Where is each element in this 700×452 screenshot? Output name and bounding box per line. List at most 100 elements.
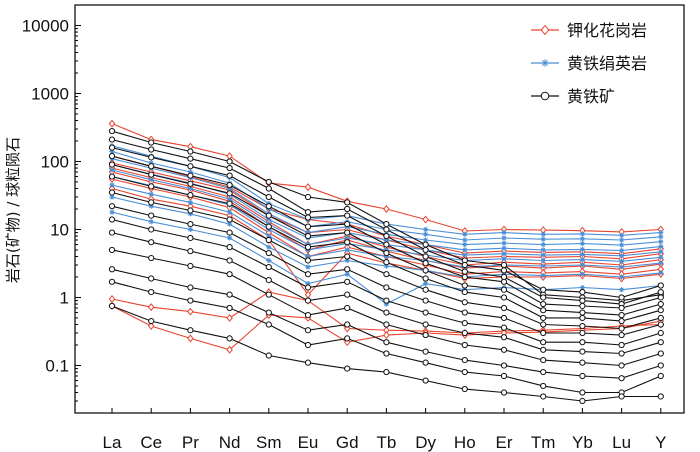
data-point-circle bbox=[108, 266, 116, 273]
data-point-asterisk bbox=[579, 271, 585, 277]
data-point-diamond bbox=[226, 152, 233, 161]
data-point-circle bbox=[265, 321, 272, 328]
data-point-circle bbox=[226, 158, 233, 165]
data-point-circle bbox=[461, 268, 468, 275]
data-point-circle bbox=[579, 389, 586, 396]
data-point-circle bbox=[657, 339, 664, 346]
data-point-circle bbox=[579, 302, 586, 310]
data-point-asterisk bbox=[541, 59, 549, 67]
data-point-circle bbox=[304, 257, 312, 264]
data-point-circle bbox=[540, 294, 547, 301]
data-point-circle bbox=[148, 146, 155, 153]
data-point-circle bbox=[148, 254, 155, 262]
data-point-circle bbox=[657, 362, 664, 369]
data-point-circle bbox=[108, 246, 116, 254]
data-point-circle bbox=[304, 284, 312, 291]
data-point-diamond bbox=[187, 307, 194, 316]
data-point-circle bbox=[500, 362, 508, 369]
data-point-circle bbox=[148, 275, 155, 282]
data-point-circle bbox=[540, 307, 547, 314]
data-point-circle bbox=[579, 339, 586, 346]
data-point-circle bbox=[422, 348, 429, 355]
data-point-asterisk bbox=[109, 167, 115, 173]
data-point-circle bbox=[500, 261, 508, 269]
data-point-circle bbox=[540, 314, 547, 322]
data-point-asterisk bbox=[579, 262, 585, 268]
data-point-circle bbox=[657, 350, 664, 357]
y-tick-label: 1 bbox=[60, 288, 69, 307]
series-circle bbox=[108, 127, 664, 405]
data-point-asterisk bbox=[501, 240, 507, 246]
data-point-circle bbox=[461, 329, 468, 337]
y-tick-label: 10 bbox=[50, 220, 69, 239]
data-point-circle bbox=[422, 241, 429, 248]
data-point-circle bbox=[344, 335, 351, 342]
data-point-asterisk bbox=[579, 240, 585, 247]
data-point-circle bbox=[226, 216, 233, 223]
data-point-asterisk bbox=[109, 209, 115, 215]
x-tick-label: Pr bbox=[182, 433, 199, 452]
x-tick-label: Ce bbox=[140, 433, 162, 452]
data-point-circle bbox=[540, 356, 547, 364]
data-point-asterisk bbox=[619, 237, 625, 243]
data-point-asterisk bbox=[579, 257, 585, 263]
data-point-circle bbox=[540, 339, 547, 346]
data-point-circle bbox=[344, 253, 351, 260]
data-point-circle bbox=[148, 183, 155, 190]
data-point-asterisk bbox=[540, 231, 546, 237]
data-point-circle bbox=[500, 278, 508, 285]
data-point-asterisk bbox=[658, 254, 664, 260]
data-point-circle bbox=[383, 249, 390, 257]
data-point-circle bbox=[657, 282, 664, 289]
data-point-circle bbox=[618, 304, 625, 312]
data-point-asterisk bbox=[148, 219, 154, 225]
data-point-circle bbox=[265, 263, 272, 271]
data-point-asterisk bbox=[462, 231, 468, 237]
x-tick-label: Sm bbox=[256, 433, 282, 452]
data-point-circle bbox=[344, 205, 351, 213]
data-point-circle bbox=[226, 172, 233, 179]
data-point-circle bbox=[187, 207, 194, 214]
data-point-circle bbox=[148, 212, 155, 219]
data-point-asterisk bbox=[423, 231, 429, 237]
data-point-circle bbox=[187, 327, 194, 334]
data-point-circle bbox=[422, 286, 429, 293]
data-point-circle bbox=[187, 284, 194, 291]
data-point-circle bbox=[383, 368, 390, 376]
data-point-circle bbox=[383, 309, 390, 316]
data-point-circle bbox=[265, 236, 272, 244]
data-point-circle bbox=[344, 199, 351, 206]
data-point-diamond bbox=[108, 119, 116, 128]
data-point-circle bbox=[579, 348, 586, 355]
data-point-circle bbox=[148, 317, 155, 325]
series-asterisk bbox=[109, 143, 664, 307]
data-point-circle bbox=[187, 180, 194, 187]
data-point-circle bbox=[304, 327, 312, 334]
data-point-asterisk bbox=[540, 252, 546, 258]
data-point-circle bbox=[618, 375, 625, 382]
data-point-circle bbox=[461, 309, 468, 316]
data-point-circle bbox=[500, 346, 508, 353]
data-point-asterisk bbox=[658, 243, 664, 250]
y-tick-label: 0.1 bbox=[45, 356, 69, 375]
x-tick-label: Tm bbox=[531, 433, 556, 452]
data-point-circle bbox=[108, 173, 116, 180]
data-point-circle bbox=[226, 271, 233, 278]
data-point-circle bbox=[618, 325, 625, 332]
data-point-circle bbox=[383, 220, 390, 228]
data-point-circle bbox=[187, 148, 194, 155]
data-point-circle bbox=[344, 365, 351, 372]
data-point-circle bbox=[226, 291, 233, 298]
data-point-circle bbox=[422, 275, 429, 282]
data-point-circle bbox=[226, 200, 233, 207]
data-point-circle bbox=[579, 314, 586, 322]
legend-label: 钾化花岗岩 bbox=[567, 21, 647, 40]
data-point-circle bbox=[344, 212, 351, 219]
data-point-circle bbox=[383, 284, 390, 291]
data-point-circle bbox=[618, 331, 625, 339]
data-point-circle bbox=[304, 312, 312, 319]
data-point-circle bbox=[500, 304, 508, 312]
data-point-asterisk bbox=[619, 232, 625, 238]
data-point-circle bbox=[108, 136, 116, 143]
